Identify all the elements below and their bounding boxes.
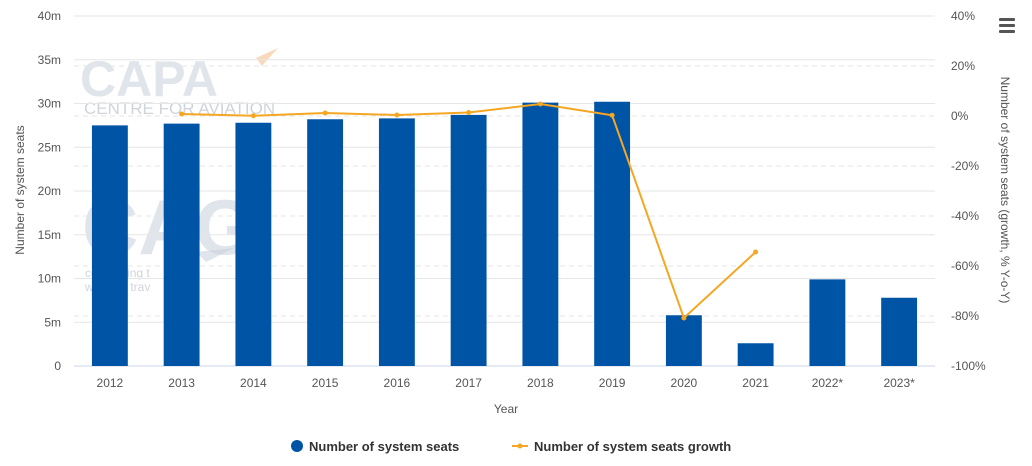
- left-tick-label: 35m: [38, 53, 61, 67]
- left-tick-label: 10m: [38, 272, 61, 286]
- bar-2019[interactable]: [594, 101, 631, 366]
- left-tick-label: 15m: [38, 228, 61, 242]
- legend-item-seats[interactable]: Number of system seats: [291, 439, 459, 454]
- bar-2015[interactable]: [307, 119, 344, 366]
- bar-2020[interactable]: [665, 315, 702, 366]
- watermark-brand: CAPA: [80, 51, 218, 107]
- left-tick-label: 20m: [38, 184, 61, 198]
- left-tick-label: 0: [54, 359, 61, 373]
- growth-point-2015[interactable]: [322, 110, 328, 116]
- right-tick-label: 0%: [951, 109, 969, 123]
- x-tick-label: 2019: [599, 376, 626, 390]
- x-axis-ticks: 2012 2013 2014 2015 2016 2017 2018 2019 2020 2021…: [97, 376, 916, 390]
- right-tick-label: -20%: [951, 159, 979, 173]
- right-tick-label: -100%: [951, 359, 986, 373]
- legend-seats-label: Number of system seats: [309, 439, 459, 454]
- legend-item-growth[interactable]: Number of system seats growth: [512, 439, 731, 454]
- x-tick-label: 2016: [384, 376, 411, 390]
- watermark-plane-icon: [196, 248, 234, 262]
- x-tick-label: 2023*: [883, 376, 915, 390]
- legend-growth-marker: [517, 443, 523, 449]
- right-tick-label: -40%: [951, 209, 979, 223]
- x-tick-label: 2012: [97, 376, 124, 390]
- left-tick-label: 30m: [38, 97, 61, 111]
- growth-point-2017[interactable]: [466, 110, 472, 115]
- x-axis-title: Year: [494, 402, 518, 416]
- bar-2013[interactable]: [163, 123, 200, 366]
- x-tick-label: 2021: [742, 376, 769, 390]
- bar-2012[interactable]: [91, 125, 128, 366]
- right-tick-label: 20%: [951, 59, 975, 73]
- left-tick-label: 25m: [38, 140, 61, 154]
- x-tick-label: 2018: [527, 376, 554, 390]
- growth-point-2014[interactable]: [250, 113, 256, 119]
- gridlines: [74, 15, 935, 367]
- bar-2017[interactable]: [450, 114, 487, 366]
- bar-2018[interactable]: [522, 102, 559, 366]
- left-tick-label: 5m: [44, 315, 61, 329]
- line-series: [179, 101, 759, 321]
- x-tick-label: 2017: [455, 376, 482, 390]
- x-tick-label: 2022*: [812, 376, 844, 390]
- x-tick-label: 2015: [312, 376, 339, 390]
- right-tick-label: 40%: [951, 9, 975, 23]
- watermark-swoosh-icon: [256, 48, 278, 66]
- growth-point-2019[interactable]: [609, 112, 615, 118]
- growth-point-2020[interactable]: [681, 315, 687, 321]
- growth-point-2013[interactable]: [179, 111, 185, 117]
- x-tick-label: 2013: [168, 376, 195, 390]
- growth-point-2016[interactable]: [394, 112, 400, 118]
- x-tick-label: 2020: [671, 376, 698, 390]
- left-axis-title: Number of system seats: [13, 125, 27, 254]
- legend-seats-marker: [291, 440, 303, 452]
- bar-2021[interactable]: [737, 343, 774, 366]
- right-tick-label: -80%: [951, 309, 979, 323]
- left-tick-label: 40m: [38, 9, 61, 23]
- right-axis-title: Number of system seats (growth, % Y-o-Y): [998, 77, 1012, 304]
- legend-growth-label: Number of system seats growth: [534, 439, 731, 454]
- x-tick-label: 2014: [240, 376, 267, 390]
- left-axis-ticks: 0 5m 10m 15m 20m 25m 30m 35m 40m: [38, 9, 62, 373]
- hamburger-menu-icon[interactable]: [996, 14, 1018, 36]
- bar-2023*[interactable]: [881, 297, 918, 366]
- bar-2016[interactable]: [378, 118, 415, 366]
- growth-point-2021[interactable]: [753, 249, 759, 255]
- right-axis-ticks: -100% -80% -60% -40% -20% 0% 20% 40%: [951, 9, 986, 373]
- bar-2022*[interactable]: [809, 279, 846, 366]
- bar-2014[interactable]: [235, 122, 272, 366]
- growth-point-2018[interactable]: [537, 101, 543, 107]
- right-tick-label: -60%: [951, 259, 979, 273]
- legend: Number of system seats Number of system …: [291, 439, 731, 454]
- bar-series: [91, 101, 918, 366]
